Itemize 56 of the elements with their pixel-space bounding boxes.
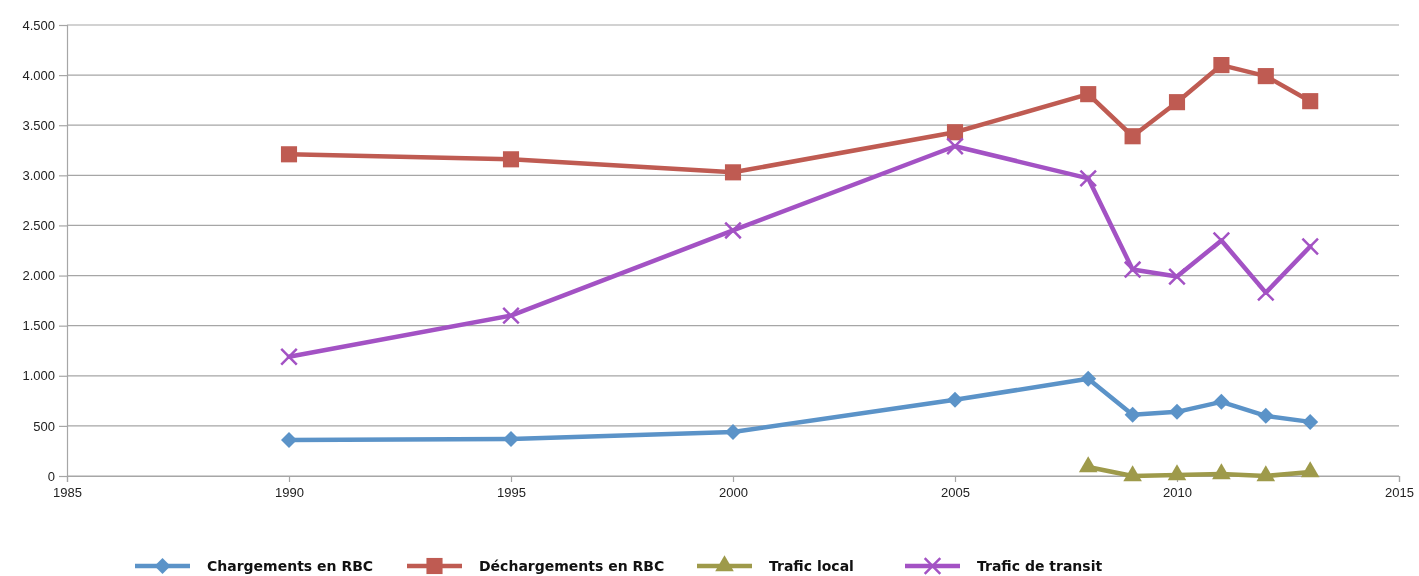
y-tick-label: 4.500 xyxy=(22,17,55,33)
legend-label: Chargements en RBC xyxy=(207,557,374,574)
point xyxy=(1168,94,1186,111)
point xyxy=(1124,406,1141,423)
point xyxy=(501,306,521,325)
point xyxy=(1167,464,1187,481)
point xyxy=(1212,231,1231,250)
point xyxy=(1078,456,1098,473)
x-tick-label: 1985 xyxy=(53,485,82,501)
x-tick-label: 2015 xyxy=(1385,485,1414,501)
point xyxy=(1257,68,1274,85)
point xyxy=(280,146,298,163)
x-tick-label: 2005 xyxy=(941,485,970,501)
x-tick-label: 1995 xyxy=(497,485,526,501)
x-tick-label: 1990 xyxy=(275,485,304,501)
y-tick-label: 1.000 xyxy=(22,368,55,384)
point xyxy=(502,151,520,168)
y-tick-label: 2.000 xyxy=(22,268,55,284)
point xyxy=(947,391,963,408)
point xyxy=(1080,370,1097,387)
point xyxy=(1167,267,1187,286)
x-tick-label: 2000 xyxy=(719,485,748,501)
point xyxy=(725,423,741,440)
legend-label: Déchargements en RBC xyxy=(479,557,665,574)
legend-label: Trafic local xyxy=(769,557,854,574)
y-tick-label: 500 xyxy=(33,418,55,434)
point xyxy=(281,431,297,448)
y-tick-label: 3.000 xyxy=(22,167,55,183)
y-tick-label: 3.500 xyxy=(22,117,55,133)
point xyxy=(1123,465,1142,482)
point xyxy=(1213,393,1230,410)
point xyxy=(946,124,964,141)
point xyxy=(1302,413,1319,430)
point xyxy=(723,221,743,240)
point xyxy=(1301,237,1320,256)
point xyxy=(724,164,742,181)
point xyxy=(1080,86,1097,103)
point xyxy=(945,137,965,156)
legend-label: Trafic de transit xyxy=(977,557,1103,574)
point xyxy=(1300,461,1320,478)
y-tick-label: 2.500 xyxy=(22,218,55,234)
point xyxy=(1212,463,1231,480)
y-tick-label: 1.500 xyxy=(22,318,55,334)
point xyxy=(1079,169,1098,188)
point xyxy=(1256,465,1276,482)
point xyxy=(1257,407,1274,424)
point xyxy=(503,430,519,447)
y-tick-label: 4.000 xyxy=(22,67,55,83)
x-tick-label: 2010 xyxy=(1163,485,1192,501)
point xyxy=(1123,260,1142,279)
point xyxy=(1169,403,1185,420)
point xyxy=(1213,57,1230,74)
point xyxy=(1124,128,1141,145)
y-tick-label: 0 xyxy=(47,468,55,484)
point xyxy=(1302,93,1319,110)
point xyxy=(279,347,299,366)
